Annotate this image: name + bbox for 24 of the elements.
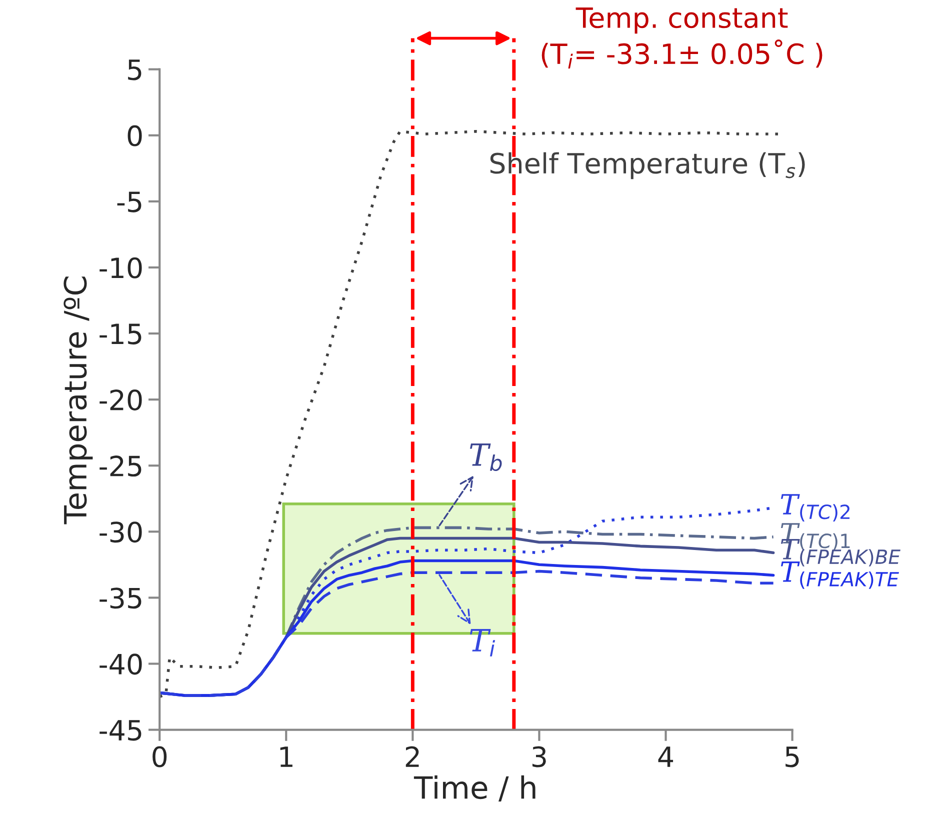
y-tick-label: -20 xyxy=(100,389,142,410)
series-label: T$_{(TC)2}$ xyxy=(780,494,850,522)
y-tick-label: -15 xyxy=(100,324,142,344)
x-tick-label: 1 xyxy=(280,746,292,767)
y-axis-title: Temperature /ºC xyxy=(64,276,93,524)
y-tick-label: -35 xyxy=(100,588,142,609)
text: Temp. constant (T$_{i}$= -33.1± 0.05˚C ) xyxy=(542,8,822,68)
annotation: T$_{b}$ xyxy=(470,443,502,472)
x-axis-title: Time / h xyxy=(414,775,536,802)
y-tick-label: -10 xyxy=(100,257,142,278)
y-tick-label: -5 xyxy=(117,192,142,212)
x-tick-label: 0 xyxy=(152,746,167,768)
x-tick-label: 3 xyxy=(532,746,546,768)
y-tick-label: -45 xyxy=(100,720,142,741)
annotation: Shelf Temperature (T$_{s}$) xyxy=(490,152,805,180)
y-tick-label: -25 xyxy=(100,456,142,477)
y-tick-label: -40 xyxy=(100,654,142,675)
y-tick-label: -30 xyxy=(100,522,142,543)
x-tick-label: 4 xyxy=(658,746,674,767)
x-tick-label: 2 xyxy=(406,746,419,767)
x-tick-label: 5 xyxy=(786,746,799,768)
y-tick-label: 0 xyxy=(128,125,142,146)
y-tick-label: 5 xyxy=(128,60,142,80)
annotation: T$_{i}$ xyxy=(470,629,496,656)
